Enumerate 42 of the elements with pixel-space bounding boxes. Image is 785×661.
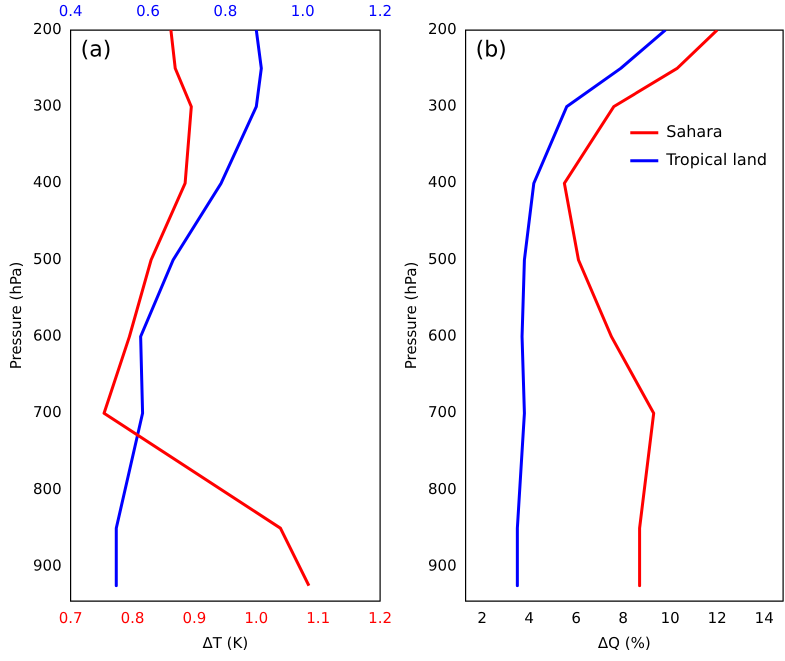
x2-tick-label: 0.6 (136, 2, 160, 20)
y-tick-label: 900 (428, 556, 457, 574)
y-tick-label: 500 (428, 250, 457, 268)
x-axis-title: ΔQ (%) (598, 634, 651, 652)
y-tick-label: 700 (428, 403, 457, 422)
x2-tick-label: 0.8 (213, 2, 238, 20)
y-axis-title: Pressure (hPa) (6, 262, 25, 370)
x-tick-label: 1.2 (368, 608, 392, 627)
y-tick-label: 200 (428, 20, 457, 38)
x-tick-label: 6 (571, 608, 581, 627)
y-tick-label: 500 (32, 250, 62, 268)
y-tick-label: 400 (32, 173, 62, 192)
legend-label: Sahara (666, 122, 723, 141)
y-tick-label: 600 (428, 326, 457, 344)
x-tick-label: 0.7 (58, 608, 83, 627)
y-tick-label: 200 (32, 20, 62, 38)
y-tick-label: 800 (32, 480, 62, 498)
annotation: (a) (80, 38, 112, 63)
legend-label: Tropical land (665, 150, 767, 169)
annotation: (b) (476, 38, 507, 63)
x2-tick-label: 1.2 (368, 2, 392, 20)
x-tick-label: 2 (477, 608, 487, 627)
x2-tick-label: 1.0 (290, 2, 315, 20)
x-axis-title: ΔT (K) (202, 634, 248, 652)
y-tick-label: 300 (428, 96, 457, 115)
x-tick-label: 0.8 (120, 608, 144, 627)
x2-tick-label: 0.4 (58, 2, 83, 20)
y-tick-label: 600 (32, 326, 62, 344)
x-tick-label: 1.0 (244, 608, 268, 627)
x-tick-label: 12 (708, 608, 727, 627)
y-tick-label: 400 (428, 173, 457, 192)
x-tick-label: 1.1 (306, 608, 330, 627)
x-tick-label: 4 (524, 608, 534, 627)
y-tick-label: 700 (32, 403, 62, 422)
y-axis-title: Pressure (hPa) (402, 262, 420, 370)
y-tick-label: 800 (428, 480, 457, 498)
x-tick-label: 0.9 (182, 608, 206, 627)
x-tick-label: 10 (660, 608, 680, 627)
x-tick-label: 8 (618, 608, 628, 627)
x-tick-label: 14 (754, 608, 774, 627)
y-tick-label: 900 (32, 556, 62, 574)
y-tick-label: 300 (32, 96, 62, 115)
